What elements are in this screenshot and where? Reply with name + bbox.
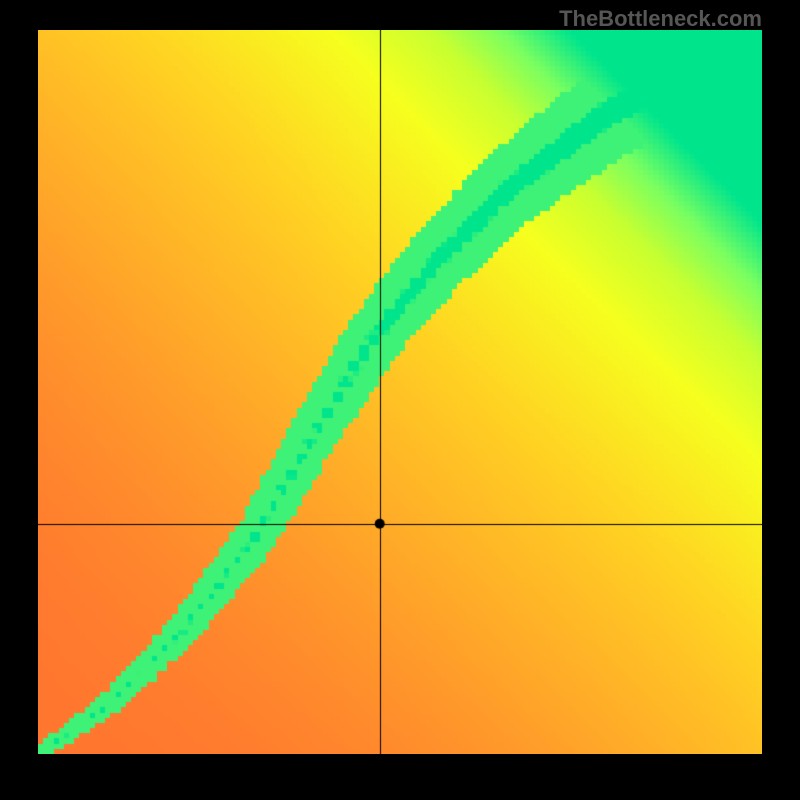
watermark-text: TheBottleneck.com bbox=[559, 6, 762, 32]
bottleneck-heatmap bbox=[38, 30, 762, 754]
